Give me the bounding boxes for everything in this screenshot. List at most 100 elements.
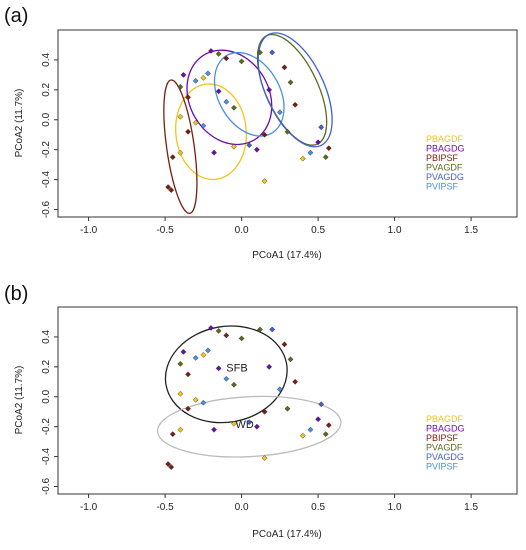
- panel-b-point-pbagdg: [266, 363, 273, 370]
- panel-a-y-tick-label: -0.6: [41, 200, 52, 218]
- panel-a-point-pvagdf: [287, 79, 294, 86]
- panel-a-point-pvagdf: [284, 128, 291, 135]
- panel-b-point-pbagdf: [192, 396, 199, 403]
- panel-a-points: [165, 48, 332, 193]
- panel-b-point-pbipsf: [281, 341, 288, 348]
- panel-b-x-tick-label: -0.5: [156, 502, 174, 513]
- panel-b-points: [165, 325, 332, 470]
- panel-b-y-tick-label: -0.2: [41, 418, 52, 436]
- panel-a-point-pbipsf: [185, 94, 191, 101]
- panel-a-y-tick-label: -0.4: [41, 171, 52, 189]
- panel-b-y-tick-label: -0.6: [41, 477, 52, 495]
- panel-b-point-pbipsf: [261, 408, 268, 415]
- panel-a-legend-entry-pbagdf: PBAGDF: [426, 134, 464, 144]
- panel-a-label: (a): [4, 5, 28, 27]
- panel-a-point-pvipsf: [192, 77, 199, 84]
- panel-a-point-pvagdg: [269, 49, 276, 56]
- panel-b-point-pvagdg: [318, 401, 325, 408]
- panel-b-point-pbipsf: [223, 332, 230, 339]
- panel-b-x-tick-label: 1.5: [464, 502, 478, 513]
- panel-b-point-pvagdf: [322, 431, 329, 438]
- panel-b-legend-entry-pvagdg: PVAGDG: [426, 452, 464, 462]
- panel-b-point-pbipsf: [168, 464, 175, 470]
- panel-a: (a) -1.0 -0.5 0.0 0.5 1.0 1.5 -0.6 -0.4 -0.2 0.0…: [4, 5, 518, 261]
- panel-b-x-tick-label: -1.0: [80, 502, 98, 513]
- panel-a-y-ticks: -0.6 -0.4 -0.2 0.0 0.2 0.4: [41, 53, 58, 218]
- panel-a-point-pvipsf: [205, 70, 211, 77]
- panel-a-point-pbipsf: [168, 187, 175, 193]
- panel-b-point-pvagdf: [177, 360, 184, 367]
- panel-b-y-tick-label: 0.2: [41, 359, 52, 373]
- panel-a-point-pbagdf: [299, 155, 306, 162]
- panel-b-point-pbagdg: [215, 365, 222, 372]
- panel-b-legend-entry-pvipsf: PVIPSF: [426, 462, 459, 472]
- panel-b-ellipse-sfb: [164, 325, 288, 424]
- panel-b-x-axis-title: PCoA1 (17.4%): [252, 529, 321, 540]
- panel-a-point-pbagdf: [200, 74, 207, 81]
- panel-a-x-tick-label: 1.0: [388, 225, 402, 236]
- panel-b-point-pbagdf: [200, 351, 207, 358]
- panel-a-point-pbipsf: [325, 145, 332, 152]
- panel-a-x-axis-title: PCoA1 (17.4%): [252, 250, 321, 261]
- panel-a-point-pbagdg: [211, 149, 217, 156]
- panel-a-y-tick-label: 0.0: [41, 112, 52, 126]
- panel-b-x-tick-label: 0.0: [235, 502, 249, 513]
- panel-b-legend-entry-pbipsf: PBIPSF: [426, 433, 459, 443]
- panel-a-y-axis-title: PCoA2 (11.7%): [14, 89, 25, 158]
- panel-b-point-pbagdg: [211, 426, 217, 433]
- panel-a-point-pbagdg: [180, 71, 187, 78]
- panel-b-point-pbagdg: [315, 416, 321, 423]
- panel-a-point-pbipsf: [281, 64, 288, 71]
- panel-a-ellipse-pbagdf: [175, 83, 247, 181]
- panel-b-y-tick-label: 0.0: [41, 389, 52, 403]
- panel-a-point-pbipsf: [292, 101, 299, 108]
- panel-a-legend-entry-pbagdg: PBAGDG: [426, 144, 465, 154]
- panel-a-x-ticks: -1.0 -0.5 0.0 0.5 1.0 1.5: [80, 217, 478, 236]
- panel-a-point-pvagdf: [322, 154, 329, 161]
- panel-a-x-tick-label: 0.5: [311, 225, 325, 236]
- panel-b-point-pvagdf: [257, 326, 263, 333]
- panel-b-point-pvagdg: [269, 326, 276, 333]
- panel-b-annotation-sfb: SFB: [226, 362, 247, 374]
- panel-b-point-pvagdf: [231, 381, 237, 388]
- panel-b-point-pbagdg: [208, 325, 214, 331]
- panel-b-point-pbipsf: [169, 431, 176, 438]
- panel-b-x-tick-label: 0.5: [311, 502, 325, 513]
- panel-a-x-tick-label: -1.0: [80, 225, 98, 236]
- panel-b-ellipse-wd: [156, 395, 342, 458]
- panel-a-x-tick-label: 1.5: [464, 225, 478, 236]
- panel-b-point-pbagdf: [261, 455, 268, 461]
- panel-b-annotation-wd: WD: [235, 419, 253, 431]
- panel-b-point-pbipsf: [185, 405, 191, 412]
- panel-b-point-pvipsf: [200, 399, 207, 406]
- panel-b-point-pvagdf: [284, 405, 291, 412]
- panel-b-label: (b): [4, 283, 28, 305]
- panel-b-point-pbipsf: [165, 461, 172, 467]
- panel-a-point-pbagdg: [266, 86, 273, 93]
- panel-b-point-pvipsf: [205, 347, 211, 354]
- panel-a-x-tick-label: -0.5: [156, 225, 174, 236]
- panel-a-y-tick-label: 0.2: [41, 82, 52, 96]
- panel-a-point-pvagdf: [231, 104, 237, 111]
- panel-a-point-pvagdf: [215, 51, 222, 57]
- panel-b-point-pbagdf: [231, 420, 237, 427]
- panel-b-point-pbagdg: [254, 423, 260, 430]
- panel-b-point-pvipsf: [192, 354, 199, 361]
- panel-a-point-pvagdg: [318, 124, 325, 131]
- panel-a-point-pbagdg: [254, 146, 260, 153]
- panel-a-point-pbagdf: [261, 178, 268, 184]
- panel-b-point-pbagdf: [177, 426, 184, 433]
- panel-b-point-pvipsf: [307, 426, 314, 433]
- panel-a-legend-entry-pvipsf: PVIPSF: [426, 182, 459, 192]
- panel-a-point-pvagdf: [257, 49, 263, 56]
- panel-a-point-pvipsf: [200, 122, 207, 129]
- panel-b-point-pbipsf: [185, 371, 191, 378]
- panel-b-legend-entry-pvagdf: PVAGDF: [426, 443, 463, 453]
- panel-b-point-pvagdf: [287, 356, 294, 363]
- panel-a-point-pvipsf: [307, 149, 314, 156]
- panel-b-point-pbagdg: [180, 348, 187, 355]
